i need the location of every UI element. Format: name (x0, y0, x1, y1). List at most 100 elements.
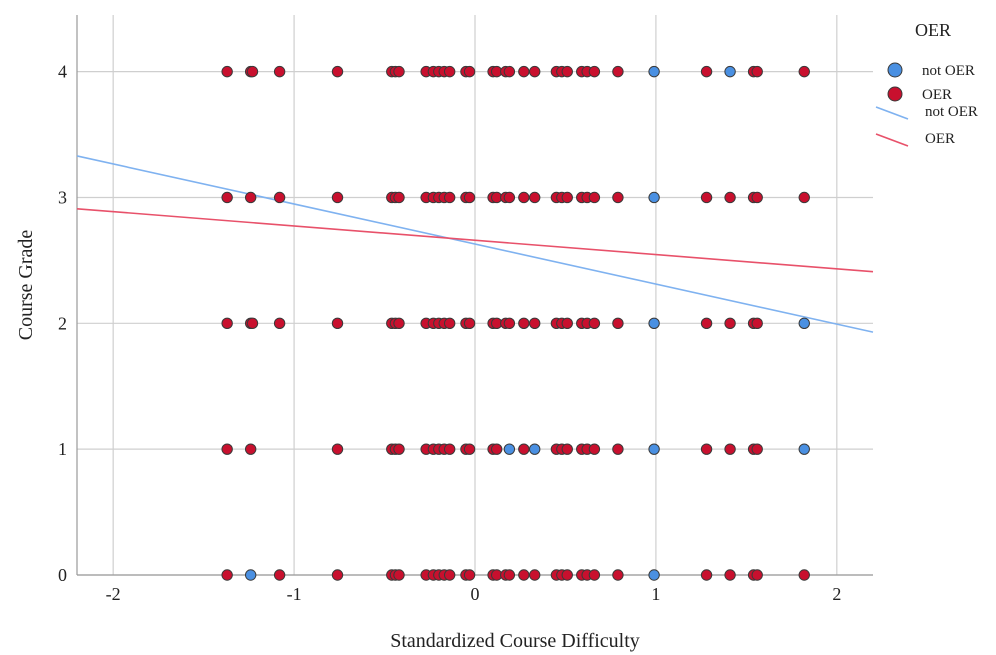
point-oer (273, 191, 286, 204)
point-oer (393, 317, 405, 330)
point-oer (463, 317, 476, 330)
legend-label: OER (922, 87, 952, 103)
point-oer (798, 65, 810, 78)
point-oer (798, 191, 810, 204)
y-tick-label: 2 (58, 313, 67, 333)
point-not-oer (648, 443, 660, 455)
point-oer (518, 65, 530, 78)
x-tick-label: 2 (832, 584, 841, 604)
point-oer (612, 569, 624, 581)
point-not-oer (648, 65, 660, 78)
point-oer (561, 65, 573, 78)
fit-line-not-oer (76, 155, 874, 333)
point-oer (529, 569, 541, 581)
point-oer (724, 191, 736, 204)
point-oer (393, 191, 405, 204)
point-oer (331, 569, 344, 581)
point-oer (751, 65, 763, 78)
point-not-oer (724, 65, 736, 78)
point-oer (700, 191, 713, 204)
point-oer (393, 443, 405, 455)
point-oer (724, 317, 736, 330)
point-oer (443, 443, 456, 455)
point-oer (751, 317, 763, 330)
point-oer (724, 569, 736, 581)
fit-lines (76, 155, 874, 333)
point-oer (798, 569, 810, 581)
legend-label: not OER (922, 63, 975, 79)
point-oer (443, 191, 456, 204)
point-oer (588, 65, 601, 78)
point-not-oer (503, 443, 516, 455)
legend-title: OER (915, 20, 951, 40)
tick-labels: -2 -1 0 1 2 0 1 2 3 4 (58, 62, 841, 604)
point-oer (331, 317, 344, 330)
point-oer (221, 191, 233, 204)
point-oer (588, 191, 601, 204)
legend-marker-oer (887, 86, 903, 102)
point-oer (331, 65, 344, 78)
point-oer (518, 569, 530, 581)
data-points (221, 65, 810, 581)
y-tick-label: 0 (58, 565, 67, 585)
y-tick-label: 3 (58, 187, 67, 207)
point-not-oer (648, 317, 660, 330)
point-oer (244, 443, 257, 455)
point-oer (612, 65, 624, 78)
grid (77, 15, 873, 576)
point-oer (518, 443, 530, 455)
point-oer (443, 65, 456, 78)
legend-line-not-oer (875, 106, 909, 120)
legend-marker-not-oer (887, 62, 903, 78)
point-oer (503, 65, 516, 78)
x-tick-label: -2 (106, 584, 121, 604)
point-oer (273, 569, 286, 581)
point-oer (221, 65, 233, 78)
point-oer (700, 569, 713, 581)
point-oer (700, 443, 713, 455)
y-axis-title: Course Grade (15, 230, 37, 341)
point-not-oer (529, 443, 541, 455)
point-oer (273, 65, 286, 78)
legend-label: not OER (925, 104, 978, 120)
point-oer (331, 443, 344, 455)
point-oer (463, 65, 476, 78)
point-oer (751, 191, 763, 204)
point-oer (463, 443, 476, 455)
point-oer (724, 443, 736, 455)
point-oer (518, 191, 530, 204)
point-oer (463, 191, 476, 204)
legend-line-oer (875, 133, 909, 147)
point-oer (221, 569, 233, 581)
point-oer (561, 191, 573, 204)
point-oer (612, 191, 624, 204)
point-oer (393, 569, 405, 581)
x-tick-label: -1 (287, 584, 302, 604)
point-oer (561, 317, 573, 330)
point-oer (221, 317, 233, 330)
point-oer (331, 191, 344, 204)
x-axis-title: Standardized Course Difficulty (390, 630, 640, 652)
point-oer (561, 443, 573, 455)
point-oer (443, 569, 456, 581)
point-oer (751, 443, 763, 455)
point-oer (700, 317, 713, 330)
point-oer (561, 569, 573, 581)
point-oer (246, 65, 259, 78)
point-oer (273, 317, 286, 330)
point-oer (588, 317, 601, 330)
point-not-oer (798, 443, 810, 455)
point-oer (751, 569, 763, 581)
point-oer (588, 443, 601, 455)
point-oer (700, 65, 713, 78)
point-oer (529, 317, 541, 330)
fit-line-oer (76, 208, 874, 273)
legend-label: OER (925, 131, 955, 147)
point-not-oer (648, 191, 660, 204)
point-oer (503, 317, 516, 330)
point-oer (503, 191, 516, 204)
y-tick-label: 1 (58, 439, 67, 459)
point-not-oer (244, 569, 257, 581)
point-oer (221, 443, 233, 455)
